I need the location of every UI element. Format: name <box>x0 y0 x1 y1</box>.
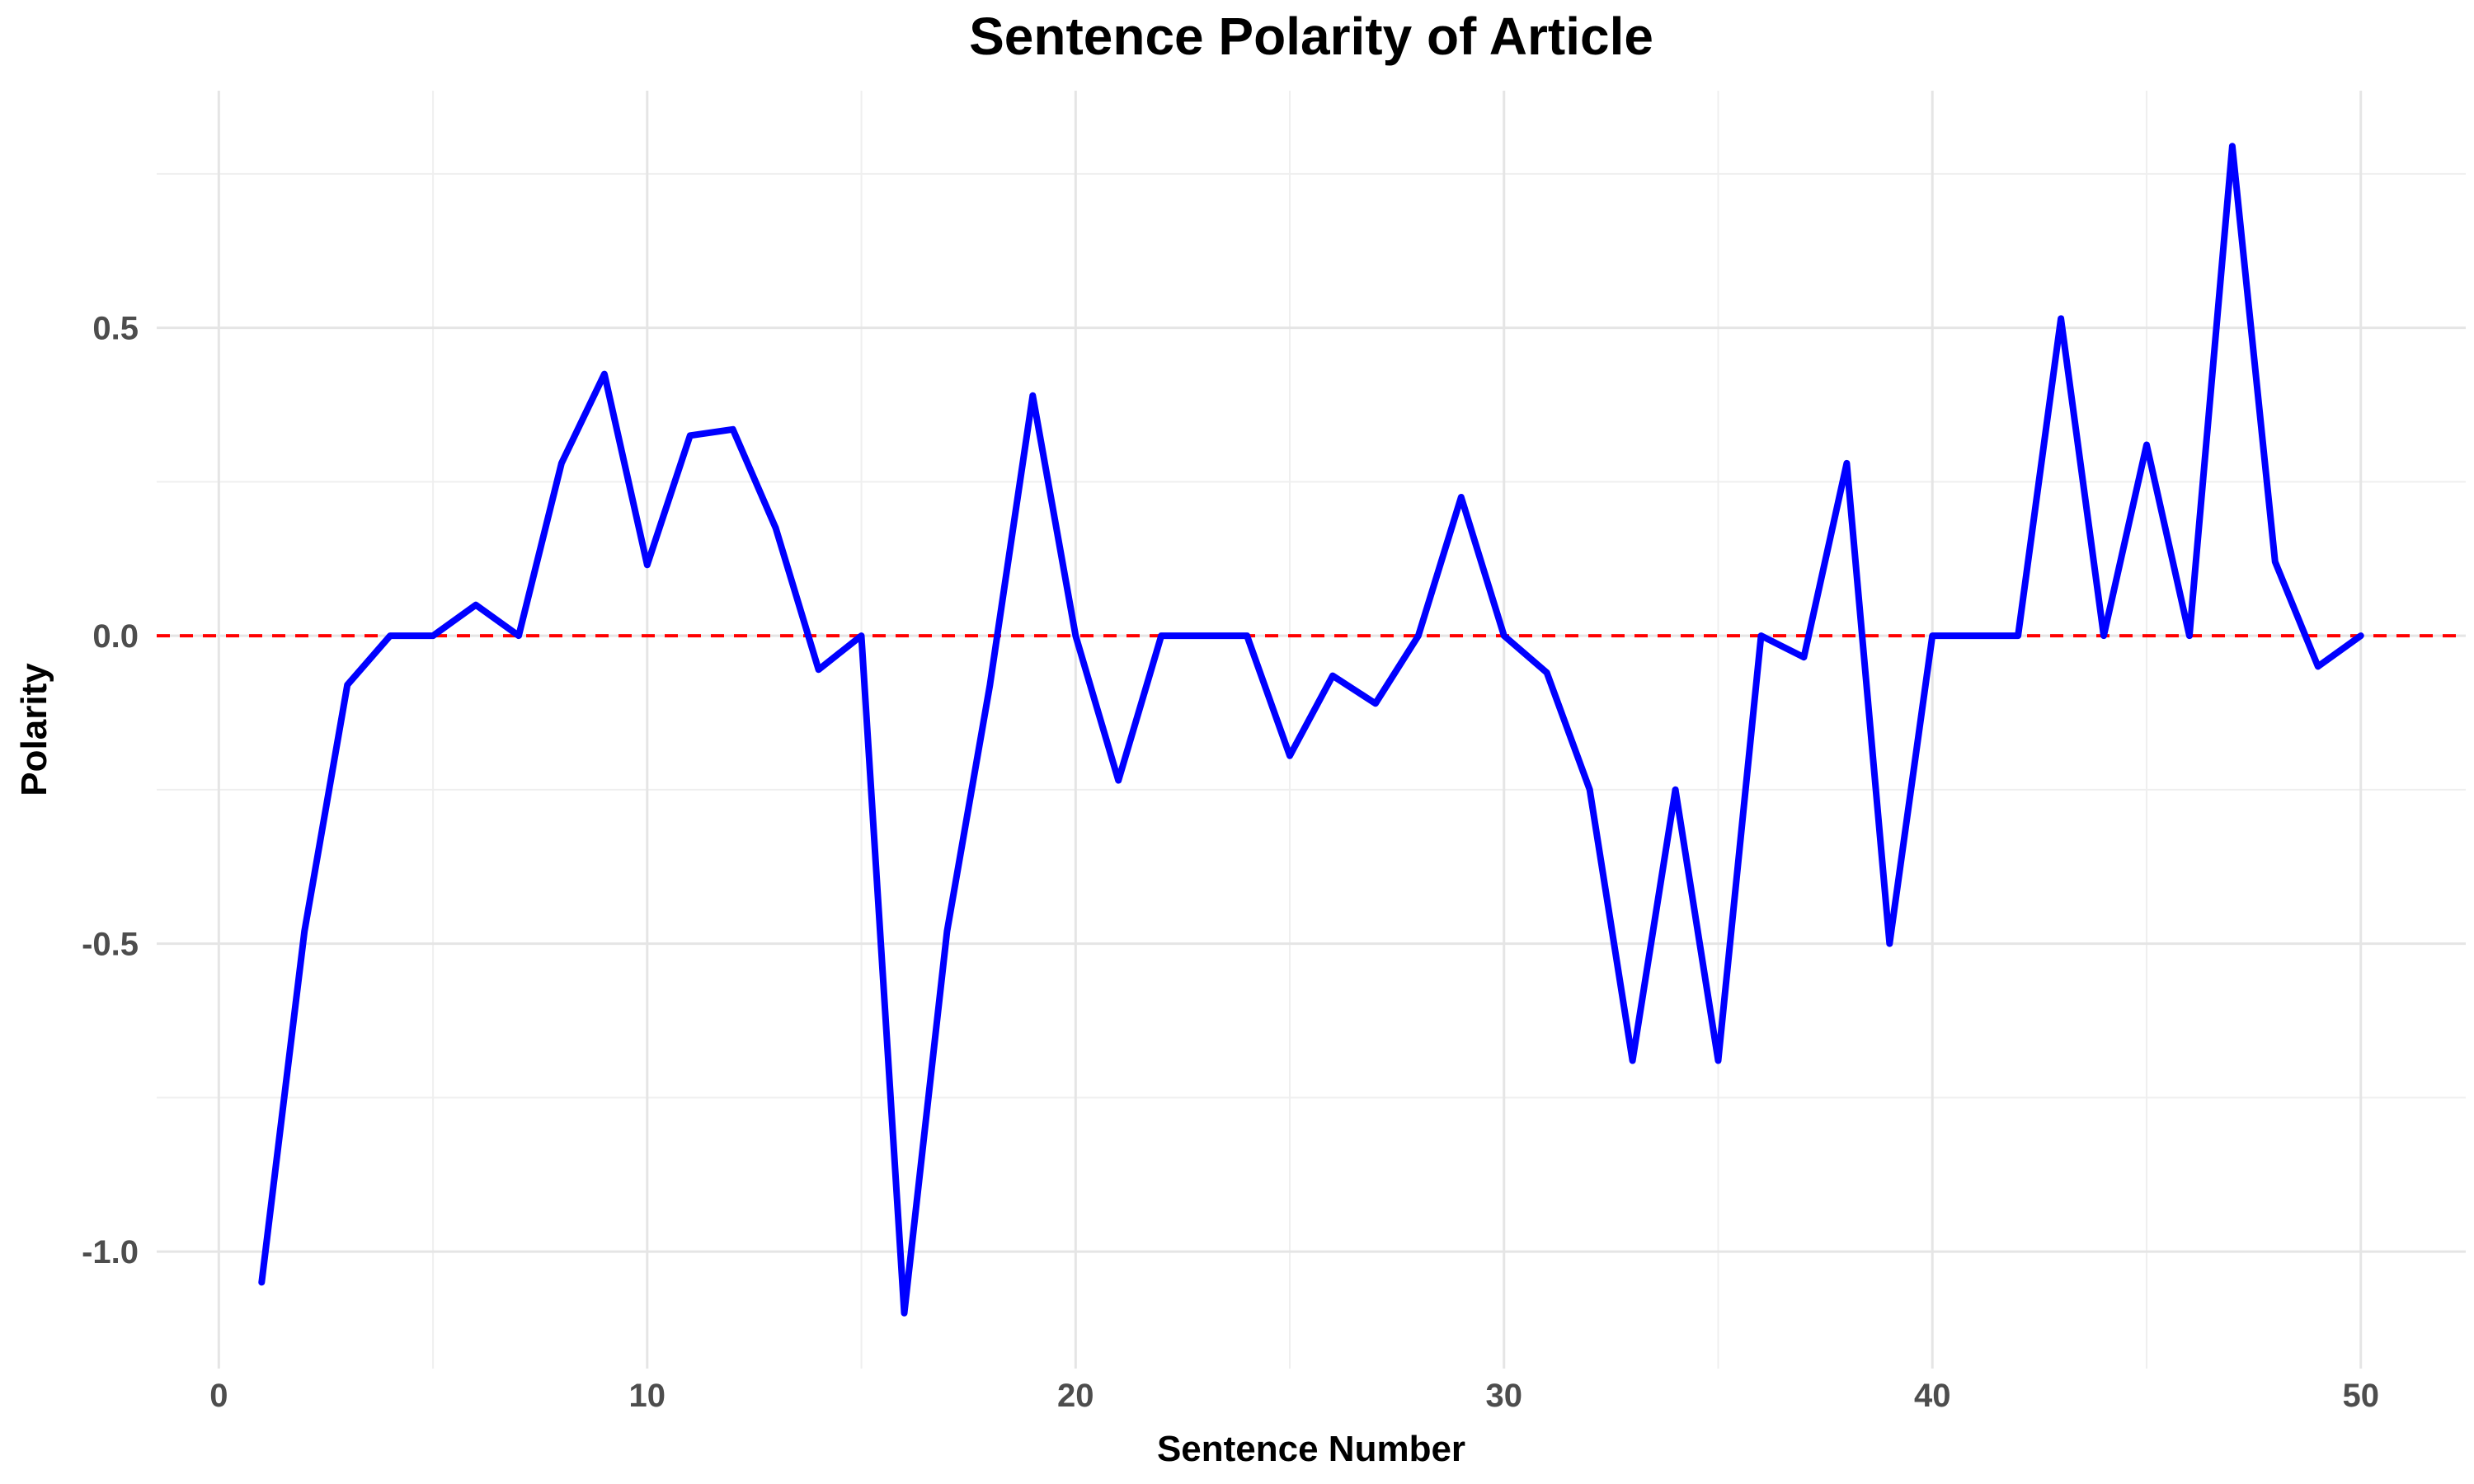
x-tick-label: 30 <box>1486 1378 1523 1414</box>
y-axis-tick-labels: -1.0 -0.5 0.0 0.5 <box>82 311 139 1270</box>
y-tick-label: -0.5 <box>82 927 139 963</box>
chart-title: Sentence Polarity of Article <box>969 7 1653 66</box>
x-tick-label: 50 <box>2342 1378 2379 1414</box>
x-tick-label: 20 <box>1057 1378 1094 1414</box>
y-tick-label: 0.0 <box>92 618 139 655</box>
polarity-series-line <box>258 143 2364 1317</box>
x-tick-label: 10 <box>629 1378 666 1414</box>
x-tick-label: 40 <box>1914 1378 1951 1414</box>
y-tick-label: 0.5 <box>92 311 139 347</box>
x-tick-label: 0 <box>209 1378 228 1414</box>
x-axis-tick-labels: 0 10 20 30 40 50 <box>209 1378 2379 1414</box>
y-axis-title: Polarity <box>14 663 54 796</box>
x-axis-title: Sentence Number <box>1157 1429 1465 1469</box>
grid-layer <box>157 91 2466 1369</box>
y-tick-label: -1.0 <box>82 1234 139 1270</box>
